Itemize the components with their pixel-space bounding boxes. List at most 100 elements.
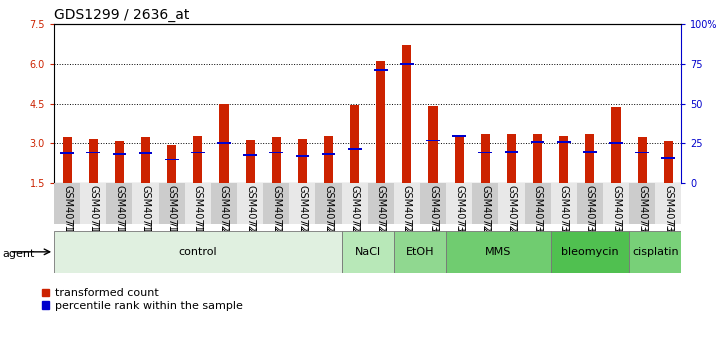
Bar — [402, 45, 412, 183]
Text: GSM40726: GSM40726 — [376, 185, 386, 238]
Text: GSM40720: GSM40720 — [219, 185, 229, 238]
Bar — [61, 152, 74, 154]
Bar — [322, 153, 335, 155]
Bar — [400, 63, 414, 65]
Text: EtOH: EtOH — [406, 247, 434, 257]
Bar — [661, 157, 675, 159]
Bar — [324, 136, 333, 183]
Bar — [531, 141, 544, 143]
Bar — [289, 183, 316, 224]
Bar — [452, 135, 466, 137]
Bar — [583, 151, 597, 152]
Bar — [263, 183, 289, 224]
Bar — [524, 183, 551, 224]
Bar — [479, 151, 492, 154]
Bar — [159, 183, 185, 224]
Bar — [585, 134, 594, 183]
Bar — [394, 183, 420, 224]
Bar — [133, 183, 159, 224]
Bar — [315, 183, 342, 224]
Text: agent: agent — [2, 249, 35, 258]
Bar — [374, 69, 388, 71]
Text: GSM40730: GSM40730 — [533, 185, 543, 238]
Bar — [185, 183, 211, 224]
Text: GSM40725: GSM40725 — [350, 185, 360, 238]
Text: GSM40716: GSM40716 — [115, 185, 125, 238]
Bar — [446, 183, 472, 224]
Text: GSM40732: GSM40732 — [454, 185, 464, 238]
Bar — [298, 139, 307, 183]
Text: GSM40718: GSM40718 — [167, 185, 177, 238]
Bar — [394, 231, 446, 273]
Bar — [551, 231, 629, 273]
Bar — [63, 137, 71, 183]
Bar — [342, 183, 368, 224]
Text: GSM40736: GSM40736 — [637, 185, 647, 238]
Bar — [165, 159, 179, 160]
Bar — [237, 183, 263, 224]
Bar — [551, 183, 577, 224]
Bar — [376, 61, 385, 183]
Bar — [481, 134, 490, 183]
Bar — [446, 231, 551, 273]
Bar — [603, 183, 629, 224]
Bar — [507, 134, 516, 183]
Text: NaCl: NaCl — [355, 247, 381, 257]
Bar — [559, 136, 568, 183]
Bar — [533, 134, 542, 183]
Bar — [296, 155, 309, 157]
Bar — [219, 104, 229, 183]
Text: GSM40723: GSM40723 — [297, 185, 307, 238]
Text: GSM40719: GSM40719 — [193, 185, 203, 238]
Bar — [272, 137, 280, 183]
Bar — [246, 140, 255, 183]
Text: GDS1299 / 2636_at: GDS1299 / 2636_at — [54, 8, 190, 22]
Bar — [637, 137, 647, 183]
Bar — [368, 183, 394, 224]
Bar — [211, 183, 237, 224]
Bar — [505, 151, 518, 152]
Text: GSM40727: GSM40727 — [402, 185, 412, 238]
Bar — [629, 183, 655, 224]
Bar — [243, 154, 257, 156]
Text: MMS: MMS — [485, 247, 512, 257]
Bar — [348, 148, 361, 150]
Bar — [664, 141, 673, 183]
Bar — [472, 183, 498, 224]
Text: bleomycin: bleomycin — [561, 247, 619, 257]
Bar — [89, 139, 98, 183]
Bar — [577, 183, 603, 224]
Bar — [635, 151, 649, 154]
Bar — [428, 106, 438, 183]
Bar — [217, 142, 231, 144]
Text: GSM40724: GSM40724 — [324, 185, 334, 238]
Text: GSM40734: GSM40734 — [585, 185, 595, 238]
Text: GSM40722: GSM40722 — [271, 185, 281, 238]
Text: GSM40731: GSM40731 — [428, 185, 438, 238]
Bar — [270, 151, 283, 154]
Bar — [80, 183, 107, 224]
Bar — [609, 142, 623, 144]
Bar — [115, 140, 124, 183]
Text: GSM40735: GSM40735 — [611, 185, 621, 238]
Text: GSM40737: GSM40737 — [663, 185, 673, 238]
Text: GSM40721: GSM40721 — [245, 185, 255, 238]
Text: cisplatin: cisplatin — [632, 247, 678, 257]
Bar — [655, 183, 681, 224]
Bar — [112, 154, 126, 155]
Bar — [629, 231, 681, 273]
Bar — [141, 137, 150, 183]
Bar — [498, 183, 524, 224]
Text: GSM40729: GSM40729 — [506, 185, 516, 238]
Text: GSM40728: GSM40728 — [480, 185, 490, 238]
Text: control: control — [179, 247, 217, 257]
Bar — [107, 183, 133, 224]
Bar — [557, 141, 570, 143]
Bar — [87, 151, 100, 154]
Text: GSM40714: GSM40714 — [62, 185, 72, 238]
Bar — [138, 152, 152, 154]
Bar — [342, 231, 394, 273]
Bar — [193, 136, 203, 183]
Bar — [54, 183, 80, 224]
Bar — [611, 108, 621, 183]
